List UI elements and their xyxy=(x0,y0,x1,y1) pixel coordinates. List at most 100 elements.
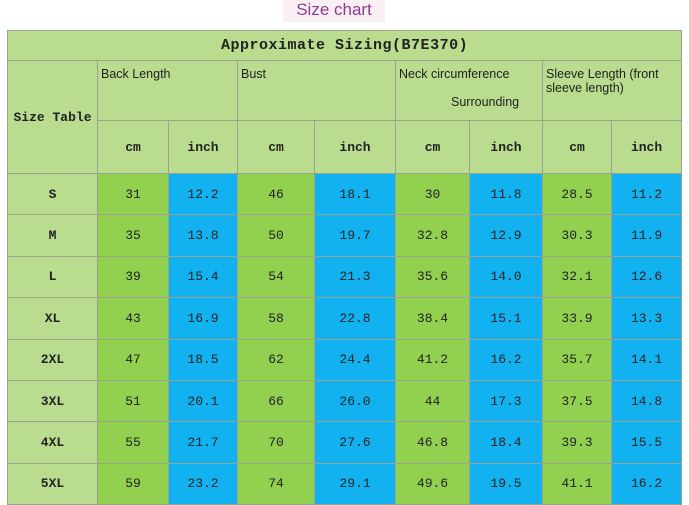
inch-cell: 29.1 xyxy=(314,462,396,505)
inch-cell: 20.1 xyxy=(168,379,238,423)
inch-cell: 11.8 xyxy=(469,172,543,216)
size-table: Approximate Sizing(B7E370) Size Table Back… xyxy=(6,30,683,505)
inch-cell: 13.8 xyxy=(168,214,238,257)
group-label: Sleeve Length (front sleeve length) xyxy=(546,67,659,95)
cm-cell: 43 xyxy=(97,297,169,340)
inch-cell: 22.8 xyxy=(314,297,396,340)
group-header: Bust xyxy=(237,60,396,121)
data-row: 2XL 47 18.5 62 24.4 41.2 16.2 35.7 14.1 xyxy=(7,338,683,381)
size-cell: XL xyxy=(7,297,98,340)
page-title: Size chart xyxy=(283,0,385,22)
data-row: L 39 15.4 54 21.3 35.6 14.0 32.1 12.6 xyxy=(7,255,683,299)
cm-cell: 38.4 xyxy=(395,297,470,340)
cm-cell: 32.8 xyxy=(395,214,470,257)
inch-cell: 16.9 xyxy=(168,297,238,340)
cm-cell: 47 xyxy=(97,338,169,381)
size-cell: S xyxy=(7,172,98,216)
cm-cell: 44 xyxy=(395,379,470,423)
inch-cell: 18.4 xyxy=(469,421,543,464)
group-header: Neck circumference Surrounding xyxy=(395,60,543,121)
cm-cell: 39 xyxy=(97,255,169,299)
cm-cell: 35 xyxy=(97,214,169,257)
inch-cell: 24.4 xyxy=(314,338,396,381)
inch-cell: 21.7 xyxy=(168,421,238,464)
inch-cell: 12.9 xyxy=(469,214,543,257)
inch-cell: 16.2 xyxy=(610,462,683,505)
inch-cell: 16.2 xyxy=(469,338,543,381)
inch-cell: 15.4 xyxy=(168,255,238,299)
inch-cell: 19.5 xyxy=(469,462,543,505)
group-row: Size Table Back Length Bust Neck circumfere… xyxy=(7,60,683,174)
unit-header: cm xyxy=(97,120,169,174)
cm-cell: 28.5 xyxy=(542,172,612,216)
cm-cell: 62 xyxy=(237,338,315,381)
unit-header: cm xyxy=(395,120,470,174)
cm-cell: 30 xyxy=(395,172,470,216)
unit-header: inch xyxy=(314,120,396,174)
cm-cell: 35.6 xyxy=(395,255,470,299)
inch-cell: 21.3 xyxy=(314,255,396,299)
inch-cell: 11.9 xyxy=(610,214,683,257)
cm-cell: 55 xyxy=(97,421,169,464)
group-header: Back Length xyxy=(97,60,238,121)
cm-cell: 37.5 xyxy=(542,379,612,423)
size-cell: 2XL xyxy=(7,338,98,381)
cm-cell: 33.9 xyxy=(542,297,612,340)
size-cell: M xyxy=(7,214,98,257)
cm-cell: 30.3 xyxy=(542,214,612,257)
inch-cell: 18.1 xyxy=(314,172,396,216)
table-title: Approximate Sizing(B7E370) xyxy=(6,30,683,61)
inch-cell: 27.6 xyxy=(314,421,396,464)
group-note: Surrounding xyxy=(451,95,520,109)
inch-cell: 12.6 xyxy=(610,255,683,299)
cm-cell: 74 xyxy=(237,462,315,505)
inch-cell: 26.0 xyxy=(314,379,396,423)
inch-cell: 17.3 xyxy=(469,379,543,423)
inch-cell: 23.2 xyxy=(168,462,238,505)
inch-cell: 14.8 xyxy=(610,379,683,423)
data-row: 4XL 55 21.7 70 27.6 46.8 18.4 39.3 15.5 xyxy=(7,421,683,464)
cm-cell: 50 xyxy=(237,214,315,257)
unit-header: cm xyxy=(542,120,612,174)
cm-cell: 46 xyxy=(237,172,315,216)
unit-header: cm xyxy=(237,120,315,174)
data-row: XL 43 16.9 58 22.8 38.4 15.1 33.9 13.3 xyxy=(7,297,683,340)
group-label: Back Length xyxy=(101,67,171,81)
inch-cell: 15.1 xyxy=(469,297,543,340)
unit-row: cm inch cm inch cm inch cm inch xyxy=(8,120,683,174)
cm-cell: 51 xyxy=(97,379,169,423)
size-cell: 5XL xyxy=(7,462,98,505)
data-row: M 35 13.8 50 19.7 32.8 12.9 30.3 11.9 xyxy=(7,214,683,257)
cm-cell: 58 xyxy=(237,297,315,340)
cm-cell: 46.8 xyxy=(395,421,470,464)
cm-cell: 41.1 xyxy=(542,462,612,505)
cm-cell: 35.7 xyxy=(542,338,612,381)
cm-cell: 32.1 xyxy=(542,255,612,299)
size-cell: 3XL xyxy=(7,379,98,423)
cm-cell: 49.6 xyxy=(395,462,470,505)
group-label: Neck circumference xyxy=(399,67,510,81)
inch-cell: 13.3 xyxy=(610,297,683,340)
cm-cell: 59 xyxy=(97,462,169,505)
data-row: S 31 12.2 46 18.1 30 11.8 28.5 11.2 xyxy=(7,172,683,216)
group-header: Sleeve Length (front sleeve length) xyxy=(541,60,683,121)
size-label: Size Table xyxy=(7,60,98,174)
cm-cell: 39.3 xyxy=(542,421,612,464)
size-cell: 4XL xyxy=(7,421,98,464)
inch-cell: 15.5 xyxy=(610,421,683,464)
inch-cell: 19.7 xyxy=(314,214,396,257)
cm-cell: 41.2 xyxy=(395,338,470,381)
size-cell: L xyxy=(7,255,98,299)
data-row: 3XL 51 20.1 66 26.0 44 17.3 37.5 14.8 xyxy=(7,379,683,423)
unit-header: inch xyxy=(168,120,238,174)
inch-cell: 18.5 xyxy=(168,338,238,381)
inch-cell: 14.0 xyxy=(469,255,543,299)
inch-cell: 12.2 xyxy=(168,172,238,216)
inch-cell: 14.1 xyxy=(610,338,683,381)
inch-cell: 11.2 xyxy=(610,172,683,216)
cm-cell: 66 xyxy=(237,379,315,423)
cm-cell: 54 xyxy=(237,255,315,299)
unit-header: inch xyxy=(469,120,543,174)
group-label: Bust xyxy=(241,67,267,81)
